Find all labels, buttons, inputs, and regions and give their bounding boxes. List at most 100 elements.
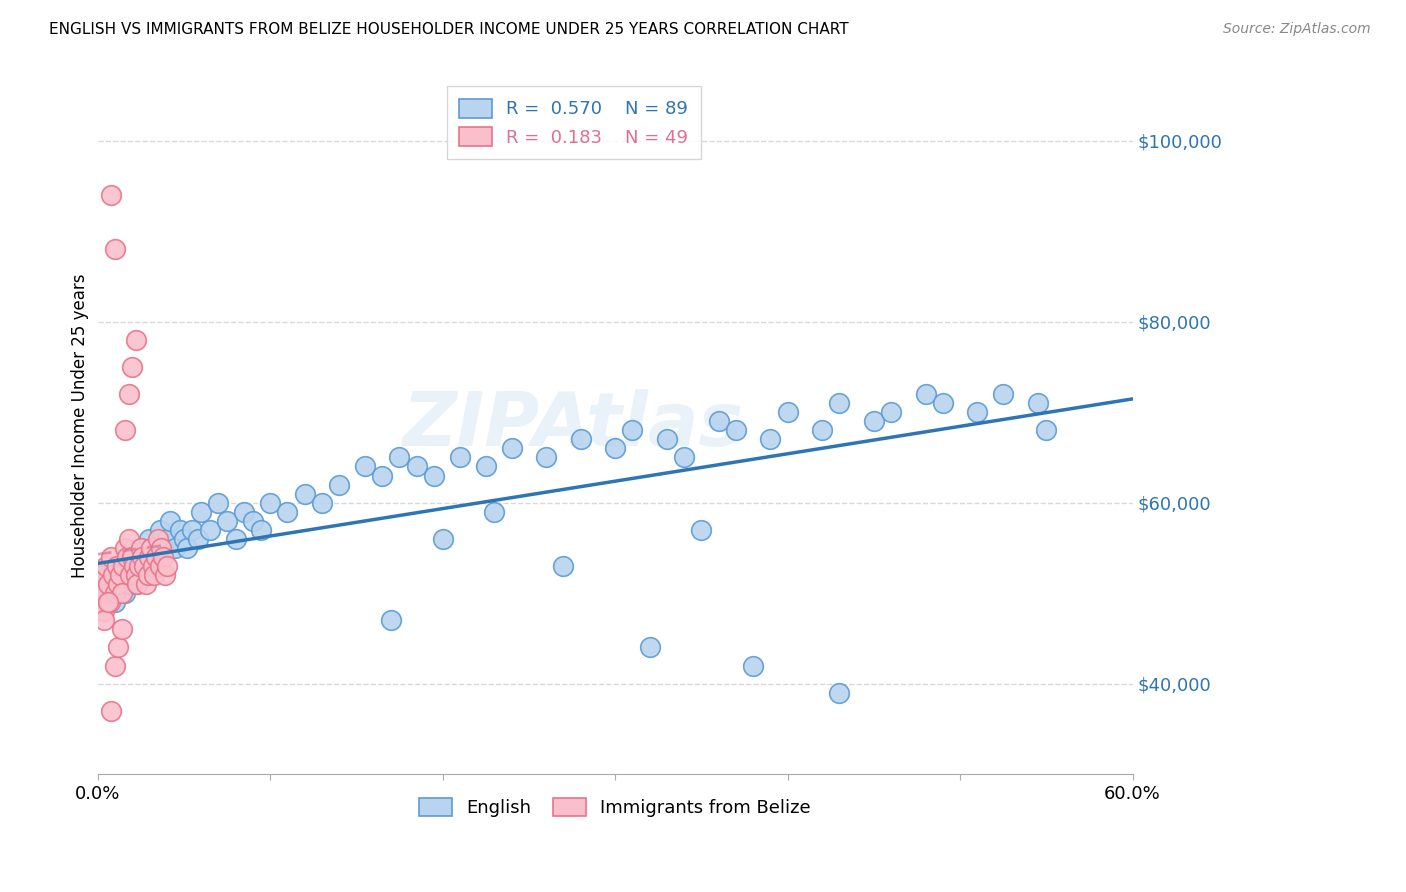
Text: ENGLISH VS IMMIGRANTS FROM BELIZE HOUSEHOLDER INCOME UNDER 25 YEARS CORRELATION : ENGLISH VS IMMIGRANTS FROM BELIZE HOUSEH… xyxy=(49,22,849,37)
Point xyxy=(101,568,124,582)
Point xyxy=(828,396,851,410)
Point xyxy=(93,604,115,618)
Point xyxy=(93,613,115,627)
Point xyxy=(145,549,167,564)
Point xyxy=(638,640,661,655)
Point xyxy=(142,559,165,574)
Point xyxy=(97,559,120,574)
Point xyxy=(423,468,446,483)
Point xyxy=(862,414,884,428)
Point xyxy=(138,549,160,564)
Point xyxy=(371,468,394,483)
Point xyxy=(603,442,626,456)
Point xyxy=(149,559,172,574)
Point xyxy=(673,450,696,465)
Point xyxy=(111,623,134,637)
Point xyxy=(250,523,273,537)
Point xyxy=(90,577,112,591)
Point xyxy=(134,549,156,564)
Point xyxy=(90,586,112,600)
Point xyxy=(724,423,747,437)
Point xyxy=(117,387,139,401)
Point xyxy=(131,549,153,564)
Point xyxy=(553,559,575,574)
Point xyxy=(114,423,136,437)
Y-axis label: Householder Income Under 25 years: Householder Income Under 25 years xyxy=(72,274,89,578)
Point xyxy=(143,568,166,582)
Point xyxy=(98,577,121,591)
Point xyxy=(914,387,936,401)
Point xyxy=(124,549,146,564)
Point xyxy=(138,532,160,546)
Point xyxy=(207,496,229,510)
Point xyxy=(121,559,143,574)
Point xyxy=(97,595,120,609)
Point xyxy=(880,405,903,419)
Point xyxy=(380,613,402,627)
Point xyxy=(294,486,316,500)
Point xyxy=(122,568,145,582)
Point xyxy=(120,577,142,591)
Point xyxy=(501,442,523,456)
Point xyxy=(91,568,114,582)
Point xyxy=(124,568,146,582)
Point xyxy=(104,658,127,673)
Point xyxy=(149,523,172,537)
Text: Source: ZipAtlas.com: Source: ZipAtlas.com xyxy=(1223,22,1371,37)
Point xyxy=(111,568,134,582)
Point xyxy=(100,704,122,718)
Point xyxy=(127,577,149,591)
Point xyxy=(190,505,212,519)
Point xyxy=(117,532,139,546)
Point xyxy=(129,541,152,555)
Point xyxy=(104,595,127,609)
Point xyxy=(112,577,135,591)
Point xyxy=(388,450,411,465)
Point xyxy=(145,549,167,564)
Point xyxy=(139,541,162,555)
Point xyxy=(534,450,557,465)
Point xyxy=(354,459,377,474)
Point xyxy=(159,514,181,528)
Point xyxy=(242,514,264,528)
Point xyxy=(114,586,136,600)
Point xyxy=(104,586,127,600)
Point xyxy=(108,586,131,600)
Point xyxy=(104,243,127,257)
Point xyxy=(122,559,145,574)
Point xyxy=(449,450,471,465)
Point xyxy=(107,559,129,574)
Point xyxy=(181,523,204,537)
Point xyxy=(105,577,128,591)
Point xyxy=(93,568,115,582)
Point xyxy=(112,559,135,574)
Point xyxy=(169,523,191,537)
Point xyxy=(152,549,174,564)
Point xyxy=(136,568,159,582)
Point xyxy=(405,459,427,474)
Point xyxy=(146,532,169,546)
Point xyxy=(187,532,209,546)
Point xyxy=(97,577,120,591)
Point xyxy=(276,505,298,519)
Point xyxy=(155,559,177,574)
Point xyxy=(107,577,129,591)
Point xyxy=(108,568,131,582)
Point xyxy=(1026,396,1049,410)
Point xyxy=(121,359,143,374)
Point xyxy=(98,595,121,609)
Point xyxy=(96,559,118,574)
Point xyxy=(655,433,678,447)
Point xyxy=(966,405,988,419)
Point xyxy=(111,586,134,600)
Point xyxy=(134,559,156,574)
Legend: English, Immigrants from Belize: English, Immigrants from Belize xyxy=(412,790,818,824)
Point xyxy=(127,577,149,591)
Point xyxy=(115,559,138,574)
Point xyxy=(91,586,114,600)
Point xyxy=(129,541,152,555)
Point xyxy=(776,405,799,419)
Point xyxy=(155,532,177,546)
Text: ZIPAtlas: ZIPAtlas xyxy=(404,389,744,462)
Point xyxy=(198,523,221,537)
